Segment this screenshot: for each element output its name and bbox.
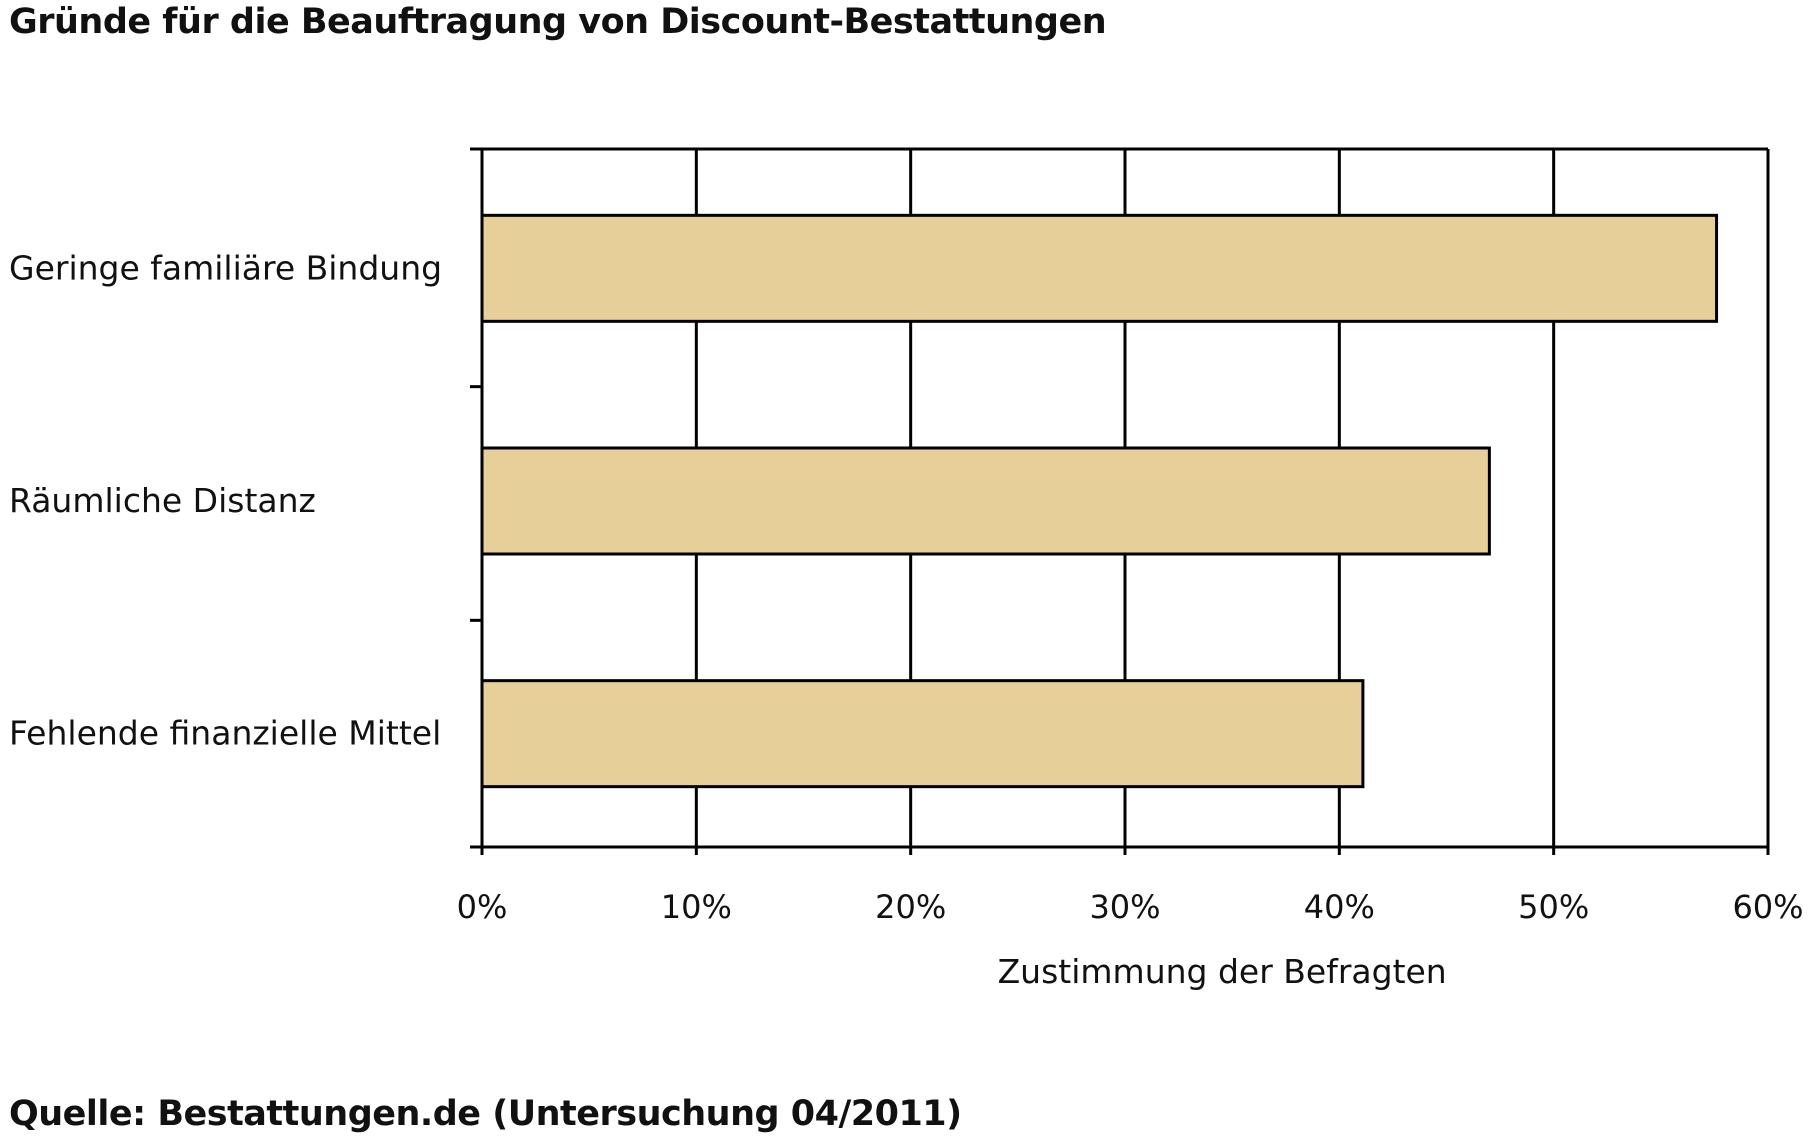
x-axis-title: Zustimmung der Befragten <box>998 952 1447 991</box>
x-tick-label-6: 60% <box>1732 888 1803 926</box>
bar-0 <box>480 213 1719 323</box>
bar-1 <box>480 446 1491 556</box>
x-tick-label-0: 0% <box>457 888 508 926</box>
category-label-2: Fehlende finanzielle Mittel <box>9 714 441 753</box>
chart-title: Gründe für die Beauftragung von Discount… <box>9 2 1107 42</box>
x-tick-label-4: 40% <box>1304 888 1375 926</box>
x-tick-label-2: 20% <box>875 888 946 926</box>
source-note: Quelle: Bestattungen.de (Untersuchung 04… <box>9 1094 962 1134</box>
x-tick-label-5: 50% <box>1518 888 1589 926</box>
x-tick-label-1: 10% <box>661 888 732 926</box>
bar-2 <box>480 679 1365 789</box>
category-label-1: Räumliche Distanz <box>9 481 316 520</box>
category-label-0: Geringe familiäre Bindung <box>9 248 442 287</box>
x-tick-label-3: 30% <box>1089 888 1160 926</box>
